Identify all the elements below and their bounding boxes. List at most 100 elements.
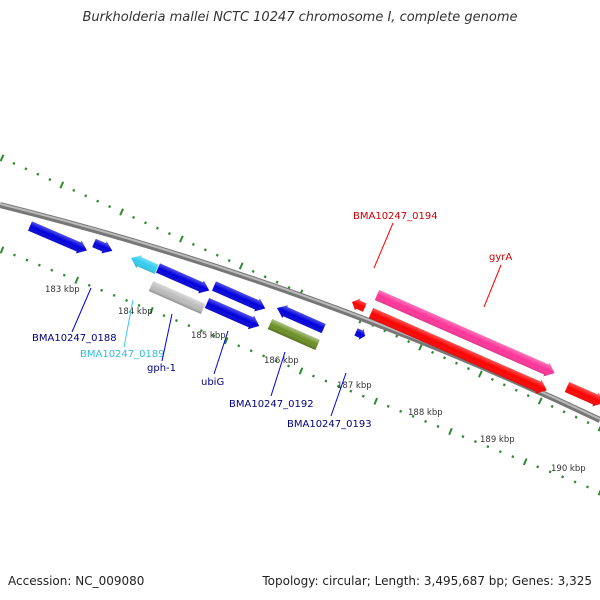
gene-bma10247-0192-a bbox=[277, 305, 326, 334]
outer-tick-minor bbox=[72, 188, 76, 192]
outer-tick-minor bbox=[108, 205, 112, 209]
outer-tick-major bbox=[0, 154, 5, 162]
outer-tick-minor bbox=[275, 280, 279, 284]
gene-bma10247-0188-b bbox=[92, 238, 113, 254]
summary-text: Topology: circular; Length: 3,495,687 bp… bbox=[262, 574, 592, 588]
accession-text: Accession: NC_009080 bbox=[8, 574, 145, 588]
inner-tick-minor bbox=[436, 424, 440, 428]
kbp-label: 190 kbp bbox=[551, 464, 586, 474]
inner-tick-minor bbox=[424, 419, 428, 423]
gene-label-leader bbox=[270, 351, 286, 397]
gene-label: BMA10247_0193 bbox=[287, 419, 372, 430]
inner-tick-minor bbox=[262, 354, 266, 358]
kbp-label: 184 kbp bbox=[118, 307, 153, 317]
gene-ubig bbox=[204, 297, 260, 330]
kbp-label: 183 kbp bbox=[45, 285, 80, 295]
outer-tick-minor bbox=[96, 199, 100, 203]
gene-gyra bbox=[374, 289, 555, 377]
outer-tick-minor bbox=[155, 226, 159, 230]
gene-label: BMA10247_0194 bbox=[353, 211, 438, 222]
inner-tick-minor bbox=[561, 475, 565, 479]
outer-tick-minor bbox=[36, 172, 40, 176]
outer-tick-minor bbox=[227, 259, 231, 263]
inner-tick-minor bbox=[249, 349, 253, 353]
outer-tick-minor bbox=[191, 242, 195, 246]
inner-tick-minor bbox=[386, 404, 390, 408]
outer-tick-minor bbox=[526, 394, 530, 398]
gene-label-leader bbox=[483, 264, 502, 308]
kbp-label: 187 kbp bbox=[337, 381, 372, 391]
inner-tick-major bbox=[597, 489, 600, 496]
gene-label: ubiG bbox=[201, 377, 224, 388]
inner-tick-minor bbox=[498, 450, 502, 454]
gene-label-leader bbox=[213, 330, 229, 375]
outer-tick-minor bbox=[514, 388, 518, 392]
gene-gph-1 bbox=[148, 280, 206, 314]
inner-tick-minor bbox=[112, 293, 116, 297]
outer-tick-major bbox=[238, 262, 244, 270]
outer-tick-minor bbox=[562, 410, 566, 414]
outer-tick-major bbox=[537, 397, 543, 405]
inner-tick-minor bbox=[62, 273, 66, 277]
inner-tick-minor bbox=[100, 288, 104, 292]
gene-label-leader bbox=[123, 299, 134, 348]
inner-tick-minor bbox=[125, 298, 129, 302]
inner-tick-major bbox=[373, 397, 378, 405]
gene-red-small bbox=[352, 298, 367, 312]
outer-tick-minor bbox=[167, 232, 171, 236]
inner-tick-minor bbox=[212, 334, 216, 338]
outer-tick-minor bbox=[490, 377, 494, 381]
outer-tick-minor bbox=[203, 248, 207, 252]
gene-bma10247-0189 bbox=[131, 255, 159, 274]
inner-tick-minor bbox=[399, 409, 403, 413]
inner-tick-minor bbox=[361, 394, 365, 398]
outer-tick-minor bbox=[263, 275, 267, 279]
outer-tick-minor bbox=[586, 421, 590, 425]
inner-tick-minor bbox=[12, 253, 16, 257]
outer-tick-minor bbox=[395, 334, 399, 338]
gene-bma10247-0194 bbox=[368, 307, 547, 394]
inner-tick-minor bbox=[311, 374, 315, 378]
inner-tick-minor bbox=[199, 329, 203, 333]
gene-blue-b bbox=[211, 281, 266, 312]
inner-tick-minor bbox=[50, 268, 54, 272]
inner-tick-minor bbox=[237, 344, 241, 348]
gene-label-leader bbox=[373, 222, 394, 269]
inner-tick-major bbox=[74, 276, 79, 284]
outer-tick-minor bbox=[132, 215, 136, 219]
inner-tick-minor bbox=[287, 364, 291, 368]
outer-tick-minor bbox=[24, 167, 28, 171]
gene-label-leader bbox=[71, 287, 92, 333]
outer-tick-minor bbox=[48, 178, 52, 182]
chromosome-backbone-highlight bbox=[0, 203, 600, 420]
inner-tick-minor bbox=[187, 324, 191, 328]
inner-tick-minor bbox=[137, 303, 141, 307]
gene-labels: BMA10247_0188 BMA10247_0189 gph-1 ubiG BMA10… bbox=[32, 211, 512, 430]
outer-tick-minor bbox=[215, 253, 219, 257]
inner-tick-major bbox=[0, 246, 5, 254]
inner-tick-minor bbox=[324, 379, 328, 383]
inner-tick-minor bbox=[349, 389, 353, 393]
gene-label-leader bbox=[161, 313, 173, 362]
inner-tick-major bbox=[448, 427, 453, 436]
inner-tick-ring bbox=[0, 246, 600, 496]
outer-tick-major bbox=[59, 181, 65, 189]
outer-tick-minor bbox=[443, 356, 447, 360]
outer-tick-minor bbox=[431, 350, 435, 354]
gene-red-right bbox=[564, 381, 600, 407]
inner-tick-minor bbox=[336, 384, 340, 388]
outer-tick-ring bbox=[0, 154, 600, 432]
inner-tick-minor bbox=[37, 263, 41, 267]
chromosome-backbone bbox=[0, 202, 600, 423]
inner-tick-major bbox=[298, 367, 304, 375]
outer-tick-minor bbox=[407, 340, 411, 344]
gene-bma10247-0193 bbox=[354, 328, 366, 340]
inner-tick-minor bbox=[25, 258, 29, 262]
inner-tick-minor bbox=[274, 359, 278, 363]
inner-tick-minor bbox=[536, 465, 540, 469]
outer-tick-minor bbox=[12, 161, 16, 165]
inner-tick-minor bbox=[461, 435, 465, 439]
outer-tick-minor bbox=[144, 221, 148, 225]
outer-tick-minor bbox=[251, 269, 255, 273]
